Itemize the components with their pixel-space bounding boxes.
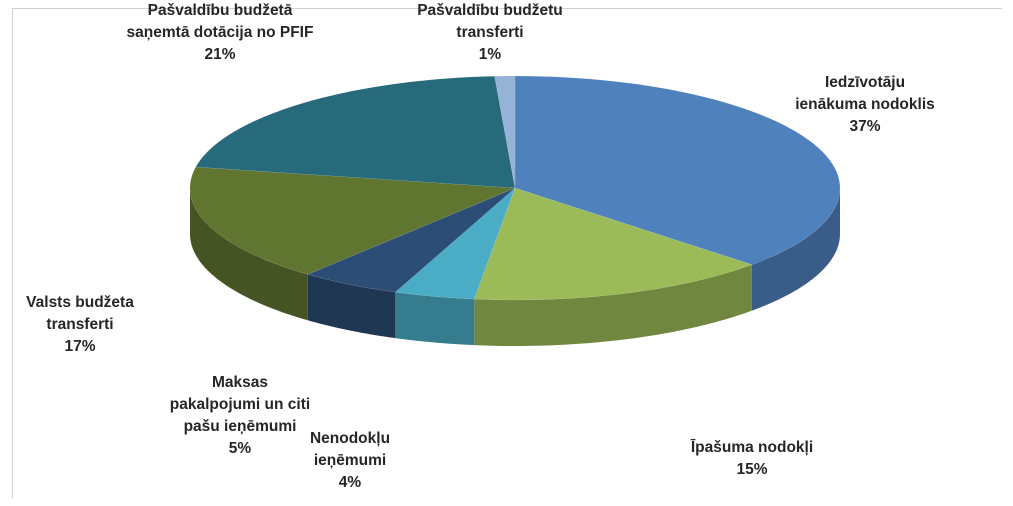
value-label: 4% [338, 474, 362, 491]
category-label: Iedzīvotāju ienākuma nodoklis [795, 74, 935, 113]
data-label: Īpašuma nodokļi 15% [652, 437, 852, 481]
value-label: 17% [64, 338, 96, 355]
category-label: Maksas pakalpojumi un citi pašu ieņēmumi [169, 374, 311, 435]
value-label: 37% [849, 118, 881, 135]
value-label: 21% [204, 46, 236, 63]
slice [473, 187, 753, 301]
category-label: Īpašuma nodokļi [690, 439, 814, 456]
data-label: Pašvaldību budžetā saņemtā dotācija no P… [125, 0, 315, 66]
slice [195, 75, 516, 189]
data-label: Maksas pakalpojumi un citi pašu ieņēmumi… [165, 372, 315, 460]
category-label: Nenodokļu ieņēmumi [309, 430, 391, 469]
slice-side [751, 188, 840, 311]
value-label: 5% [228, 440, 252, 457]
data-label: Iedzīvotāju ienākuma nodoklis 37% [795, 72, 935, 138]
slice-side [307, 274, 396, 339]
data-label: Pašvaldību budžetu transferti 1% [400, 0, 580, 66]
category-label: Valsts budžeta transferti [26, 294, 134, 333]
category-label: Pašvaldību budžetu transferti [417, 2, 563, 41]
slice-side [190, 188, 308, 321]
slice [189, 166, 516, 275]
slice [514, 75, 841, 265]
chart-frame [12, 8, 1002, 498]
data-label: Valsts budžeta transferti 17% [5, 292, 155, 358]
slice-side [395, 292, 475, 346]
value-label: 15% [736, 461, 768, 478]
category-label: Pašvaldību budžetā saņemtā dotācija no P… [126, 2, 314, 41]
slice-side [474, 264, 752, 346]
slice [307, 187, 516, 293]
slice [394, 187, 516, 300]
slice [494, 75, 516, 189]
value-label: 1% [478, 46, 502, 63]
data-label: Nenodokļu ieņēmumi 4% [300, 428, 400, 494]
